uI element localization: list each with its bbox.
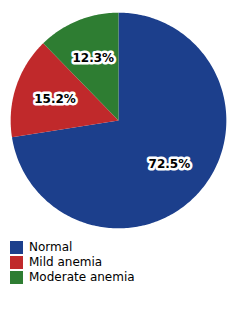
html-text:Normal: Normal [29,240,73,254]
svg-text:72.5%: 72.5% [149,157,191,171]
html-text:Mild anemia: Mild anemia [29,255,103,269]
svg-text:15.2%: 15.2% [34,92,76,106]
html-text:Moderate anemia: Moderate anemia [29,270,135,284]
svg-text:12.3%: 12.3% [72,51,114,65]
